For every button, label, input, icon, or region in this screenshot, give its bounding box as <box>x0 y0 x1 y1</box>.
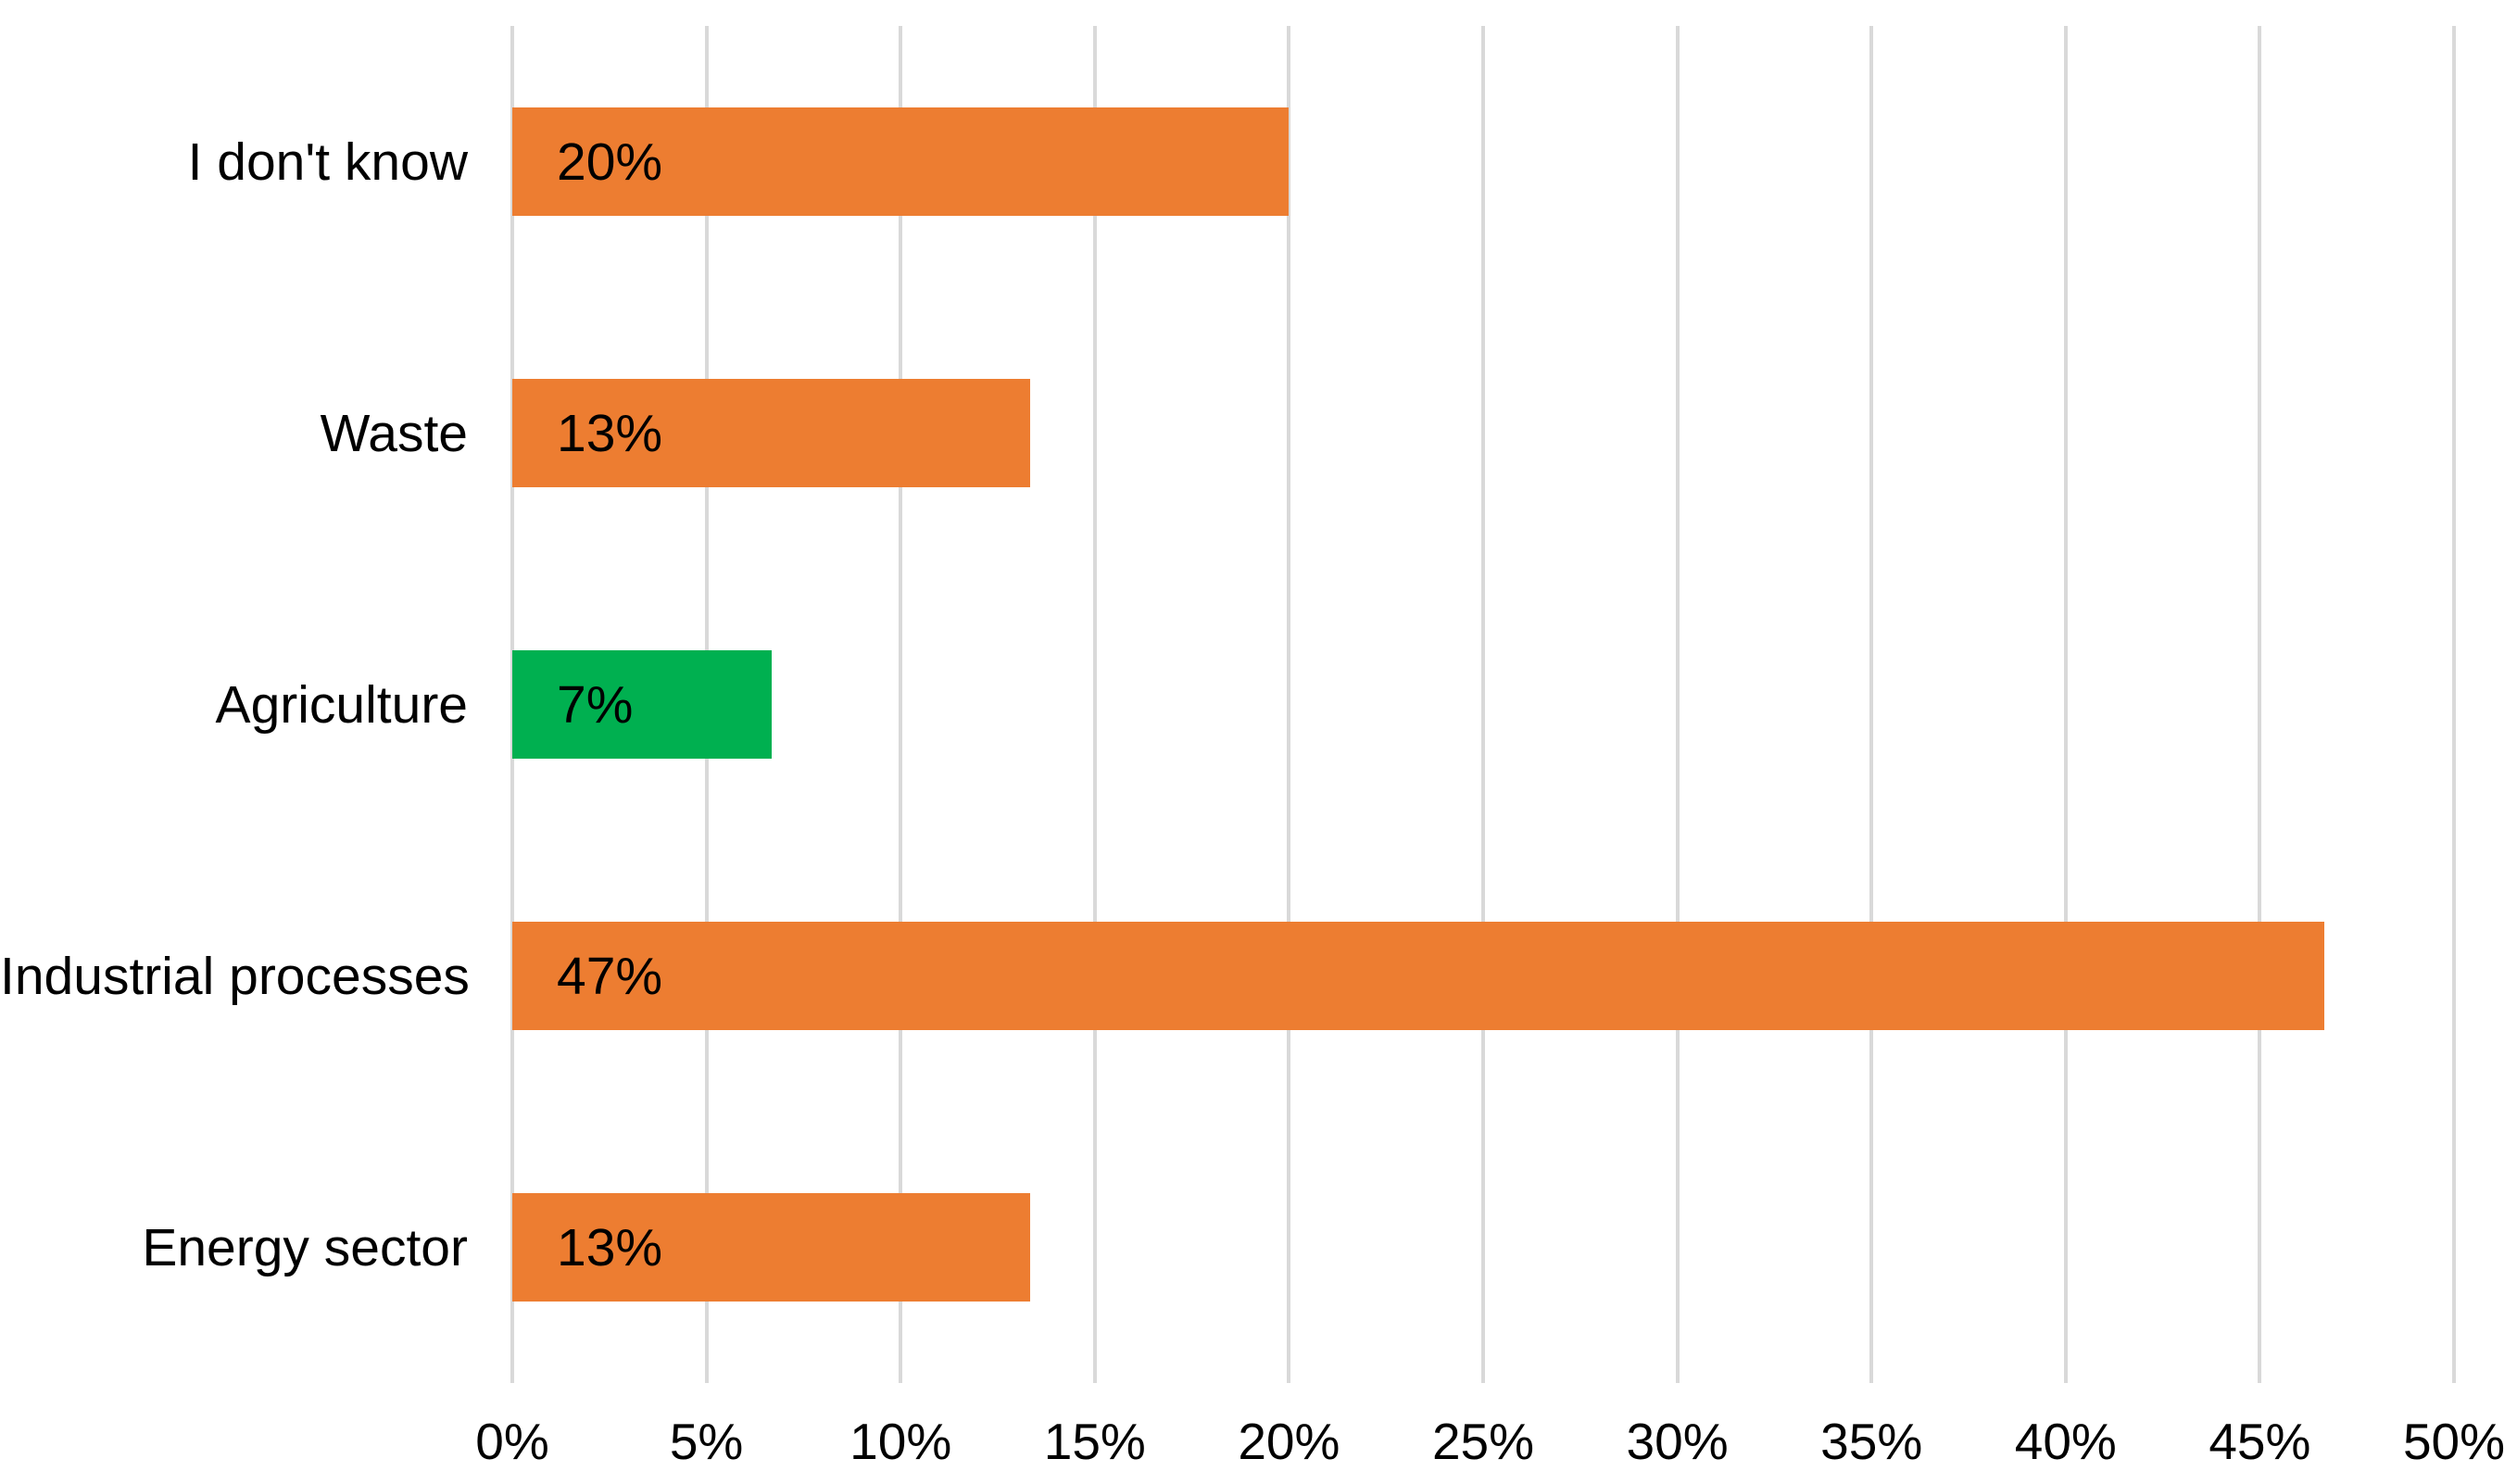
x-tick-label: 20% <box>1238 1413 1340 1470</box>
bar: 13% <box>512 1193 1030 1302</box>
gridline <box>1869 26 1874 1383</box>
category-label: Industrial processes <box>0 946 470 1006</box>
x-tick-label: 35% <box>1820 1413 1923 1470</box>
bar: 13% <box>512 379 1030 487</box>
bar: 20% <box>512 107 1290 216</box>
x-tick-label: 15% <box>1043 1413 1146 1470</box>
bar: 7% <box>512 650 772 759</box>
x-tick-label: 10% <box>849 1413 952 1470</box>
bar: 47% <box>512 922 2325 1030</box>
x-tick-label: 30% <box>1626 1413 1729 1470</box>
x-tick-label: 5% <box>669 1413 744 1470</box>
x-tick-label: 25% <box>1431 1413 1535 1470</box>
bar-value-label: 13% <box>557 403 663 463</box>
gridline <box>2063 26 2068 1383</box>
bar-value-label: 13% <box>557 1217 663 1277</box>
category-label: Waste <box>320 403 468 463</box>
x-tick-label: 0% <box>475 1413 549 1470</box>
gridline <box>2452 26 2456 1383</box>
gridline <box>2258 26 2262 1383</box>
bar-value-label: 7% <box>557 674 634 735</box>
bar-value-label: 47% <box>557 946 663 1006</box>
category-label: Energy sector <box>142 1217 468 1277</box>
x-tick-label: 50% <box>2402 1413 2506 1470</box>
bar-value-label: 20% <box>557 132 663 192</box>
gridline <box>1287 26 1291 1383</box>
gridline <box>1092 26 1097 1383</box>
category-label: I don't know <box>187 132 468 192</box>
category-label: Agriculture <box>215 674 468 735</box>
gridline <box>899 26 903 1383</box>
gridline <box>1675 26 1680 1383</box>
x-tick-label: 40% <box>2014 1413 2117 1470</box>
x-tick-label: 45% <box>2209 1413 2311 1470</box>
gridline <box>1481 26 1485 1383</box>
